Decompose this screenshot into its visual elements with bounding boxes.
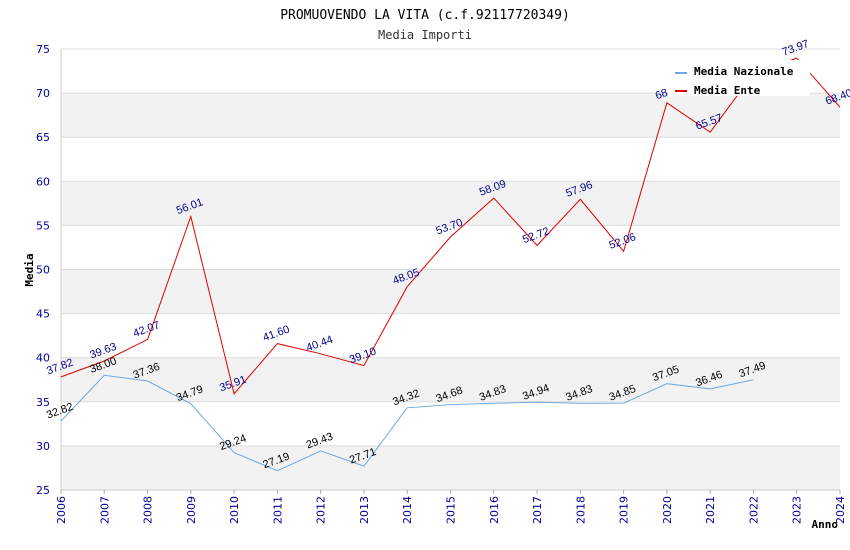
x-tick-label: 2022 — [747, 496, 760, 524]
legend-label-media-ente: Media Ente — [694, 84, 761, 97]
series-lines — [60, 57, 841, 472]
y-tick-label: 50 — [36, 264, 50, 277]
x-tick-label: 2024 — [834, 496, 847, 524]
plot-band — [61, 401, 840, 446]
legend: Media Nazionale Media Ente — [668, 60, 810, 97]
y-tick-label: 45 — [36, 308, 50, 321]
series-line-media-nazionale — [60, 374, 754, 472]
x-tick-label: 2021 — [704, 496, 717, 524]
x-tick-label: 2012 — [315, 496, 328, 524]
plot-band — [61, 269, 840, 314]
chart-subtitle: Media Importi — [378, 28, 472, 42]
x-tick-label: 2006 — [55, 496, 68, 524]
y-tick-label: 55 — [36, 219, 50, 232]
plot-band — [61, 137, 840, 182]
y-tick-label: 35 — [36, 396, 50, 409]
y-tick-label: 75 — [36, 43, 50, 56]
x-tick-label: 2019 — [618, 496, 631, 524]
y-tick-label: 65 — [36, 131, 50, 144]
y-tick-label: 70 — [36, 87, 50, 100]
series-line-media-ente — [60, 57, 841, 395]
legend-box — [668, 60, 810, 96]
plot-background — [61, 49, 840, 490]
x-tick-label: 2014 — [401, 496, 414, 524]
x-tick-label: 2010 — [228, 496, 241, 524]
plot-band — [61, 357, 840, 402]
plot-band — [61, 445, 840, 490]
x-tick-label: 2018 — [574, 496, 587, 524]
legend-label-media-nazionale: Media Nazionale — [694, 65, 794, 78]
y-tick-label: 60 — [36, 175, 50, 188]
x-tick-label: 2017 — [531, 496, 544, 524]
x-tick-label: 2023 — [791, 496, 804, 524]
x-tick-label: 2013 — [358, 496, 371, 524]
plot-band — [61, 225, 840, 270]
x-axis-title: Anno — [812, 518, 839, 531]
x-tick-label: 2011 — [271, 496, 284, 524]
plot-band — [61, 181, 840, 226]
y-tick-label: 30 — [36, 440, 50, 453]
x-tick-label: 2016 — [488, 496, 501, 524]
x-tick-label: 2008 — [142, 496, 155, 524]
x-tick-label: 2009 — [185, 496, 198, 524]
x-tick-labels: 2006 2007 2008 2009 2010 2011 2012 2013 2014 2015… — [55, 490, 847, 524]
y-tick-labels: 25 30 35 40 45 50 55 60 65 70 75 — [36, 43, 50, 497]
chart-title: PROMUOVENDO LA VITA (c.f.92117720349) — [280, 8, 570, 23]
y-tick-label: 40 — [36, 352, 50, 365]
plot-band — [61, 313, 840, 358]
y-tick-label: 25 — [36, 484, 50, 497]
plot-band — [61, 93, 840, 138]
y-axis-title: Media — [23, 253, 36, 286]
x-tick-label: 2020 — [661, 496, 674, 524]
x-tick-label: 2015 — [445, 496, 458, 524]
x-tick-label: 2007 — [98, 496, 111, 524]
